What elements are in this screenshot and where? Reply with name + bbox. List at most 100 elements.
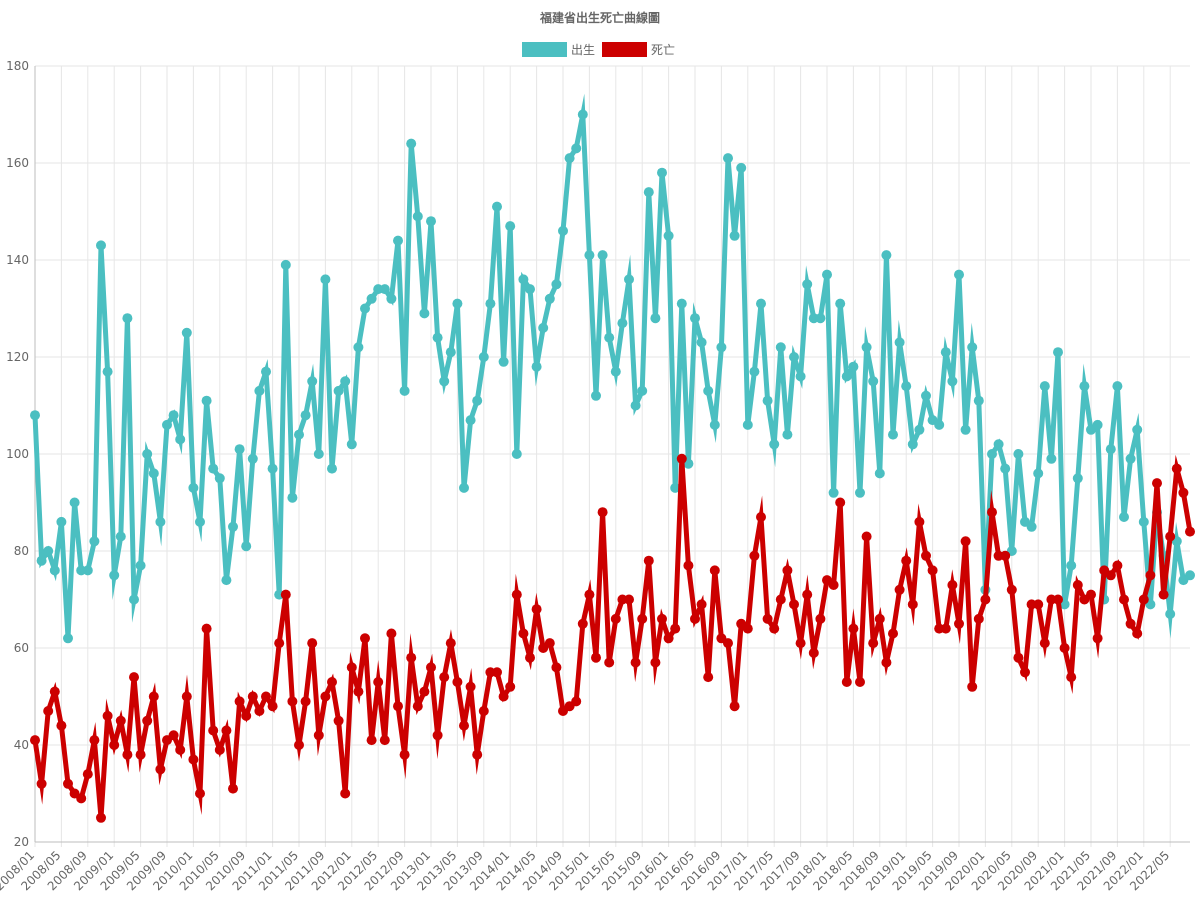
data-point-deaths[interactable] [1053,594,1063,605]
data-point-births[interactable] [855,487,865,498]
data-point-deaths[interactable] [571,696,582,707]
data-point-births[interactable] [835,298,846,309]
data-point-deaths[interactable] [841,677,852,687]
data-point-deaths[interactable] [960,536,971,547]
data-point-births[interactable] [914,424,925,435]
data-point-births[interactable] [881,250,892,261]
data-point-births[interactable] [610,366,621,377]
data-point-deaths[interactable] [280,589,291,600]
data-point-births[interactable] [465,415,476,426]
data-point-deaths[interactable] [815,613,826,624]
legend-item-deaths[interactable]: 死亡 [602,42,675,57]
data-point-deaths[interactable] [465,681,476,692]
data-point-births[interactable] [993,439,1004,450]
data-point-births[interactable] [874,468,885,479]
data-point-deaths[interactable] [987,507,997,518]
data-point-births[interactable] [703,385,714,396]
data-point-deaths[interactable] [228,783,238,794]
data-point-births[interactable] [1053,347,1063,358]
data-point-births[interactable] [122,313,133,324]
data-point-births[interactable] [888,429,898,440]
data-point-births[interactable] [379,284,390,295]
data-point-births[interactable] [399,385,410,396]
data-point-births[interactable] [584,250,595,261]
data-point-births[interactable] [1132,424,1143,435]
data-point-deaths[interactable] [261,691,271,702]
data-point-deaths[interactable] [544,638,555,649]
data-point-births[interactable] [531,361,542,372]
data-point-births[interactable] [617,318,628,329]
data-point-deaths[interactable] [399,749,410,760]
data-point-deaths[interactable] [373,677,384,687]
data-point-births[interactable] [195,516,205,527]
data-point-births[interactable] [921,390,931,401]
data-point-deaths[interactable] [637,613,648,624]
data-point-births[interactable] [478,352,489,362]
data-point-deaths[interactable] [439,672,450,683]
data-point-births[interactable] [795,371,806,382]
data-point-deaths[interactable] [663,633,674,644]
data-point-births[interactable] [412,211,423,222]
data-point-deaths[interactable] [1066,672,1077,683]
data-point-births[interactable] [30,410,40,421]
data-point-deaths[interactable] [1033,599,1044,610]
data-point-deaths[interactable] [333,715,344,726]
data-point-births[interactable] [221,575,232,586]
data-point-births[interactable] [822,269,832,280]
data-point-deaths[interactable] [109,740,120,750]
data-point-births[interactable] [228,521,238,532]
data-point-deaths[interactable] [1039,638,1050,649]
data-point-births[interactable] [168,410,179,421]
data-point-deaths[interactable] [980,594,991,605]
data-point-births[interactable] [340,376,351,387]
data-point-births[interactable] [657,167,667,178]
data-point-deaths[interactable] [610,613,621,624]
data-point-births[interactable] [987,449,997,459]
data-point-deaths[interactable] [1059,643,1070,653]
data-point-deaths[interactable] [888,628,898,639]
data-point-births[interactable] [1039,381,1050,392]
data-point-deaths[interactable] [643,555,654,566]
data-point-deaths[interactable] [1119,594,1129,605]
data-point-births[interactable] [1026,521,1037,532]
data-point-births[interactable] [934,419,945,430]
data-point-births[interactable] [43,546,54,556]
data-point-deaths[interactable] [769,623,780,634]
data-point-births[interactable] [82,565,93,576]
data-point-births[interactable] [135,560,146,571]
data-point-births[interactable] [676,298,687,309]
data-point-births[interactable] [188,482,199,493]
data-point-births[interactable] [973,395,984,406]
data-point-births[interactable] [498,356,509,367]
data-point-deaths[interactable] [676,453,687,464]
data-point-births[interactable] [261,366,271,377]
data-point-deaths[interactable] [894,584,905,595]
data-point-deaths[interactable] [749,550,760,561]
data-point-births[interactable] [445,347,456,358]
data-point-deaths[interactable] [188,754,199,765]
data-point-births[interactable] [1092,419,1103,430]
data-point-births[interactable] [1119,512,1129,522]
data-point-deaths[interactable] [122,749,133,760]
data-point-births[interactable] [802,279,813,290]
data-point-births[interactable] [346,439,357,450]
data-point-births[interactable] [947,376,958,387]
data-point-deaths[interactable] [881,657,892,668]
data-point-deaths[interactable] [320,691,331,702]
data-point-births[interactable] [386,293,397,304]
data-point-deaths[interactable] [1132,628,1143,639]
data-point-deaths[interactable] [1013,652,1024,663]
data-point-births[interactable] [393,235,403,246]
data-point-deaths[interactable] [855,677,865,687]
data-point-births[interactable] [709,419,720,430]
data-point-deaths[interactable] [478,706,489,716]
data-point-deaths[interactable] [181,691,192,702]
data-point-deaths[interactable] [927,565,938,576]
data-point-deaths[interactable] [89,735,100,746]
data-point-deaths[interactable] [386,628,397,639]
data-point-births[interactable] [267,463,278,474]
data-point-births[interactable] [69,497,80,508]
data-point-deaths[interactable] [214,744,225,755]
data-point-births[interactable] [518,274,529,285]
data-point-deaths[interactable] [76,793,87,804]
